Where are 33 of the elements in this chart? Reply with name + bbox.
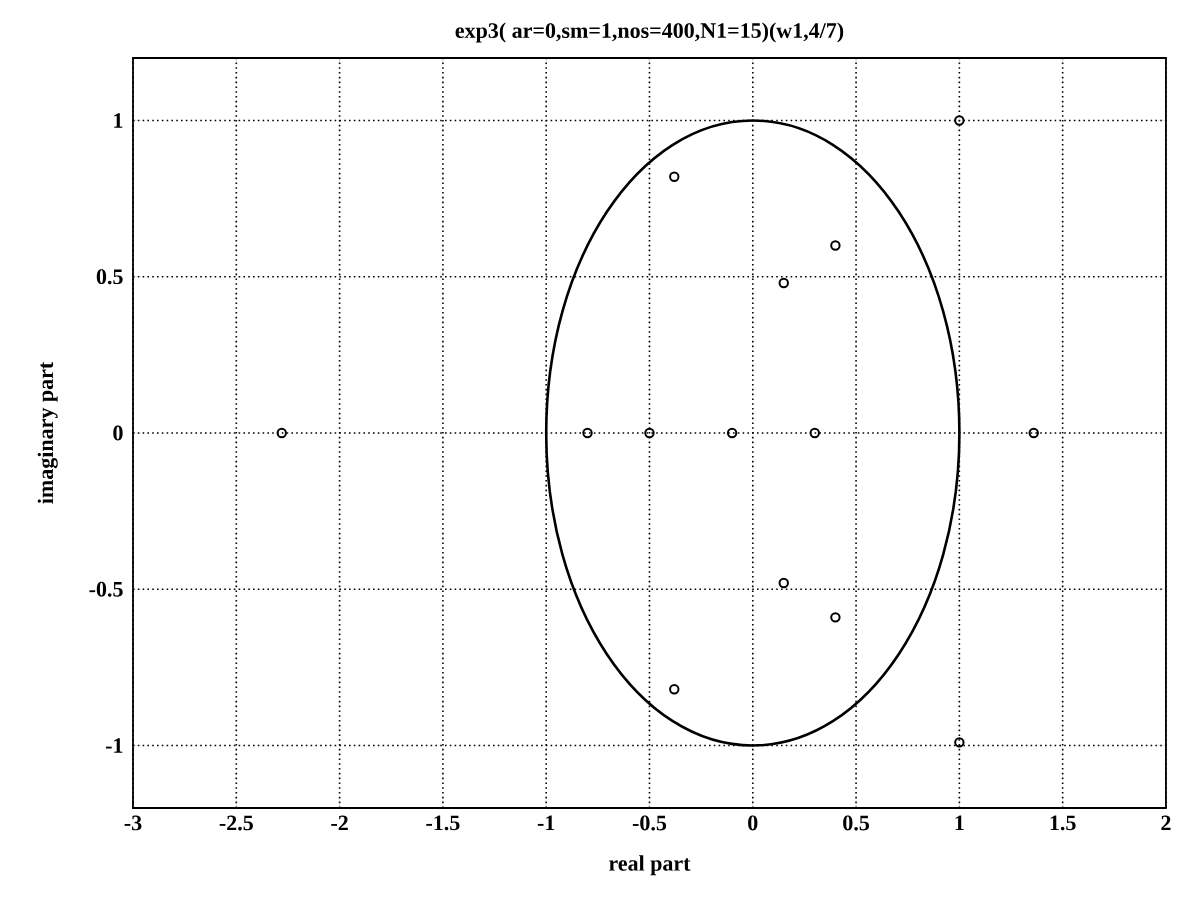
x-tick-label: 2: [1161, 815, 1171, 831]
x-tick-label: 1: [955, 815, 964, 831]
point: [644, 427, 655, 439]
x-tick-label: -2.5: [219, 815, 253, 831]
point: [276, 427, 287, 439]
point: [669, 171, 680, 182]
y-tick-label: -1: [105, 738, 123, 753]
point: [954, 737, 965, 748]
point: [809, 427, 820, 439]
x-tick-label: -1.5: [426, 815, 460, 831]
point: [830, 240, 841, 251]
x-axis-title: real part: [609, 855, 691, 876]
y-tick-label: 0: [113, 425, 123, 441]
y-tick-label: 1: [114, 113, 123, 128]
x-tick-label: -1: [537, 815, 555, 831]
point: [726, 427, 738, 439]
point: [582, 427, 593, 439]
point: [669, 684, 680, 695]
point: [830, 612, 841, 623]
x-tick-label: -2: [331, 815, 348, 831]
point: [1028, 427, 1039, 439]
point: [778, 577, 789, 589]
x-tick-label: -0.5: [632, 815, 667, 831]
y-axis-title: imaginary part: [37, 361, 58, 504]
x-tick-label: 1.5: [1050, 815, 1076, 831]
x-tick-label: -3: [124, 815, 142, 831]
point: [778, 277, 789, 289]
x-tick-label: 0.5: [843, 815, 870, 831]
chart-title: exp3( ar=0,sm=1,nos=400,N1=15)(w1,4/7): [455, 22, 844, 43]
y-tick-label: 0.5: [96, 269, 123, 285]
y-tick-label: -0.5: [89, 581, 123, 597]
x-tick-label: 0: [748, 815, 758, 831]
point: [954, 115, 965, 126]
